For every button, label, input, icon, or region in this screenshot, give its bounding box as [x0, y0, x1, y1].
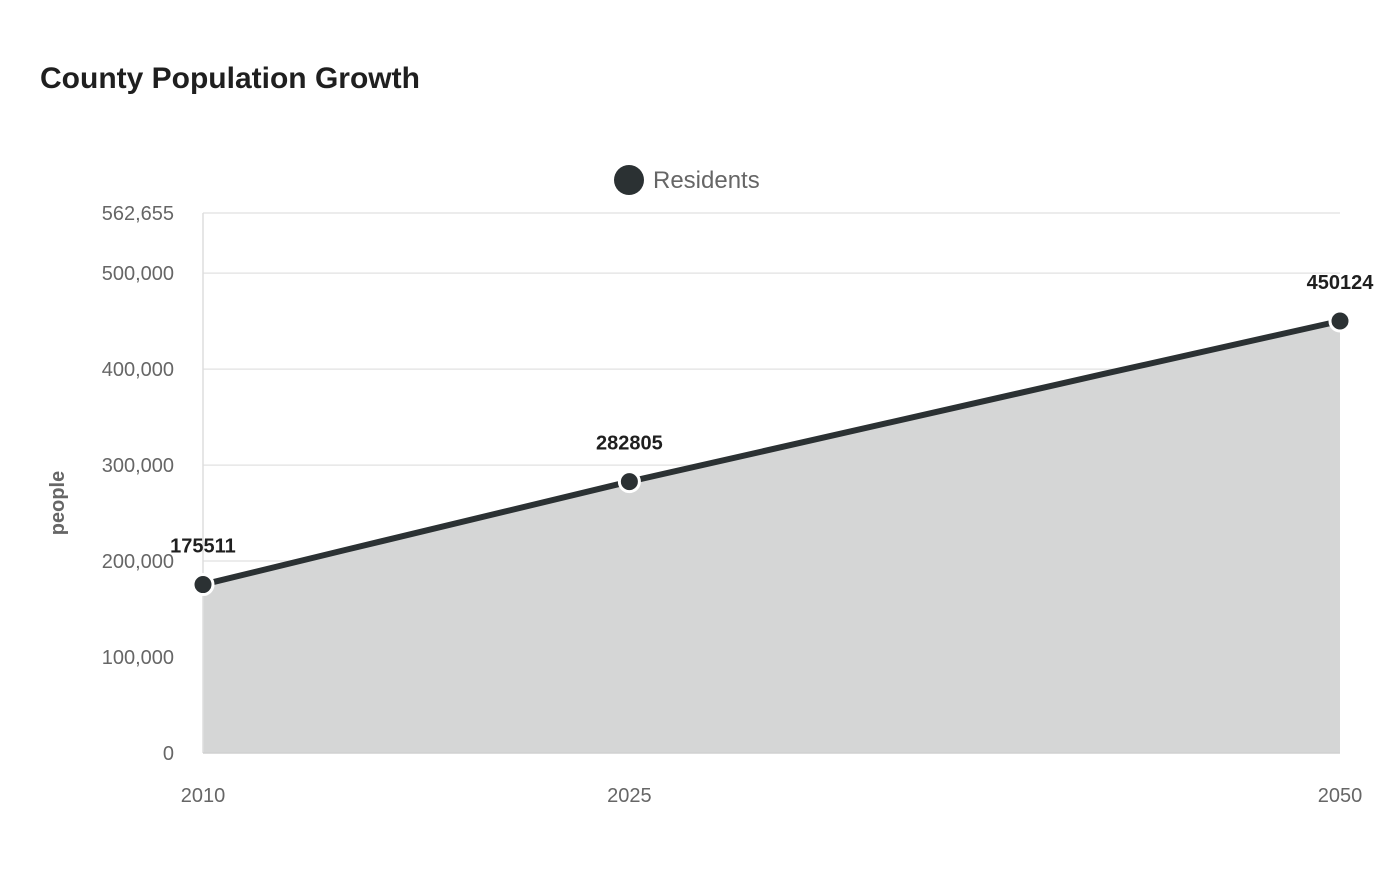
data-label: 175511	[170, 536, 236, 558]
axes: 0 100,000 200,000 300,000 400,000 500,000 562,…	[47, 203, 1362, 807]
legend: Residents	[614, 165, 760, 195]
series-line	[200, 318, 1343, 588]
data-point[interactable]	[617, 470, 641, 494]
y-axis-title: people	[47, 471, 69, 535]
y-tick-label: 400,000	[102, 359, 174, 381]
data-point[interactable]	[191, 573, 215, 597]
y-tick-label: 562,655	[102, 203, 174, 225]
legend-marker	[614, 165, 644, 195]
y-tick-label: 500,000	[102, 263, 174, 285]
data-label: 450124	[1307, 272, 1375, 294]
data-label: 282805	[596, 433, 663, 455]
y-tick-label: 100,000	[102, 647, 174, 669]
area-fill-layer	[203, 321, 1340, 753]
y-tick-label: 300,000	[102, 455, 174, 477]
data-point[interactable]	[1328, 309, 1352, 333]
y-tick-label: 200,000	[102, 551, 174, 573]
data-labels: 175511 282805 450124	[170, 272, 1374, 558]
x-tick-label: 2010	[181, 785, 226, 807]
legend-label[interactable]: Residents	[653, 167, 760, 194]
y-tick-label: 0	[163, 743, 174, 765]
data-points	[191, 309, 1352, 597]
x-tick-label: 2050	[1318, 785, 1363, 807]
series-line-layer	[200, 318, 1343, 588]
chart-title: County Population Growth	[40, 62, 420, 95]
series-area	[203, 321, 1340, 753]
x-tick-label: 2025	[607, 785, 652, 807]
